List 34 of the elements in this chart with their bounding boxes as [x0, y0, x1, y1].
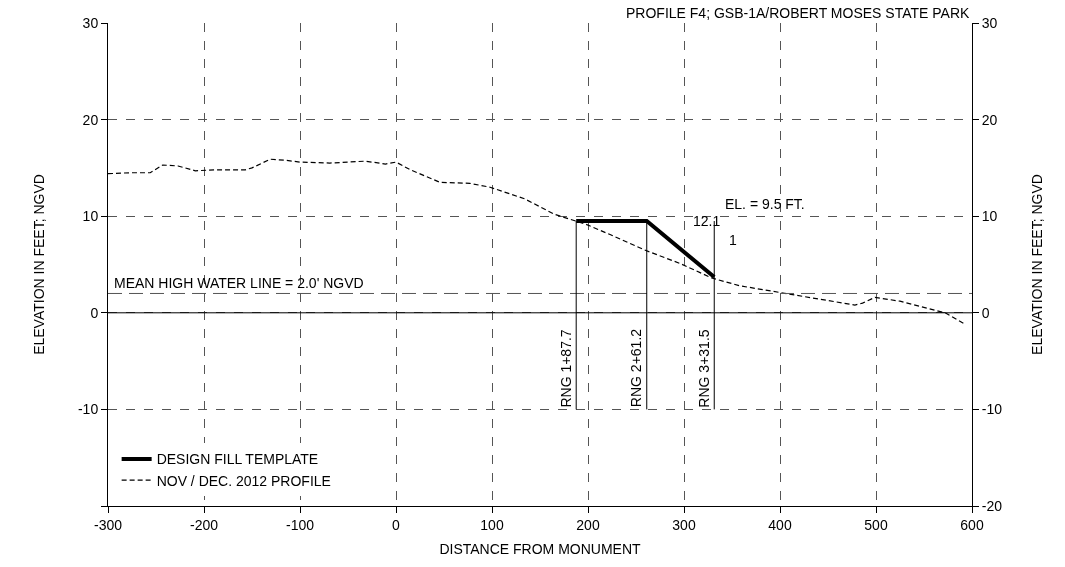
y2-tick-label: -20: [981, 497, 1003, 514]
x-tick-label: -200: [189, 516, 219, 533]
y2-tick-label: 20: [981, 111, 998, 128]
annotation: EL. = 9.5 FT.: [725, 196, 805, 212]
chart-title: PROFILE F4; GSB-1A/ROBERT MOSES STATE PARK: [626, 5, 970, 21]
y-tick-label: 30: [82, 14, 99, 31]
x-tick-label: 600: [960, 516, 984, 533]
y2-tick-label: -10: [981, 401, 1003, 418]
y2-tick-label: 10: [981, 208, 998, 225]
x-tick-label: 200: [576, 516, 600, 533]
y-tick-label: -10: [77, 401, 99, 418]
x-tick-label: 400: [768, 516, 792, 533]
y-tick-label: 10: [82, 208, 99, 225]
x-tick-label: 500: [864, 516, 888, 533]
y2-tick-label: 0: [981, 304, 990, 321]
x-tick-label: 100: [480, 516, 504, 533]
ref-line-label: RNG 2+61.2: [628, 328, 645, 408]
ref-line-label: MEAN HIGH WATER LINE = 2.0' NGVD: [114, 275, 364, 291]
y2-tick-label: 30: [981, 14, 998, 31]
x-tick-label: -100: [285, 516, 315, 533]
ref-line-label: RNG 3+31.5: [695, 329, 712, 408]
x-tick-label: 300: [672, 516, 696, 533]
annotation: 1: [729, 232, 737, 248]
y-tick-label: 20: [82, 111, 99, 128]
x-axis-title: DISTANCE FROM MONUMENT: [439, 541, 642, 558]
legend-label: NOV / DEC. 2012 PROFILE: [156, 472, 331, 489]
legend-label: DESIGN FILL TEMPLATE: [156, 451, 319, 468]
x-tick-label: 0: [392, 516, 401, 533]
y-axis-title: ELEVATION IN FEET; NGVD: [30, 174, 47, 355]
ref-line-label: RNG 1+87.7: [557, 329, 574, 408]
x-tick-label: -300: [93, 516, 123, 533]
annotation: 12.1: [693, 213, 721, 229]
y2-axis-title: ELEVATION IN FEET; NGVD: [1028, 174, 1045, 355]
y-tick-label: 0: [90, 304, 99, 321]
